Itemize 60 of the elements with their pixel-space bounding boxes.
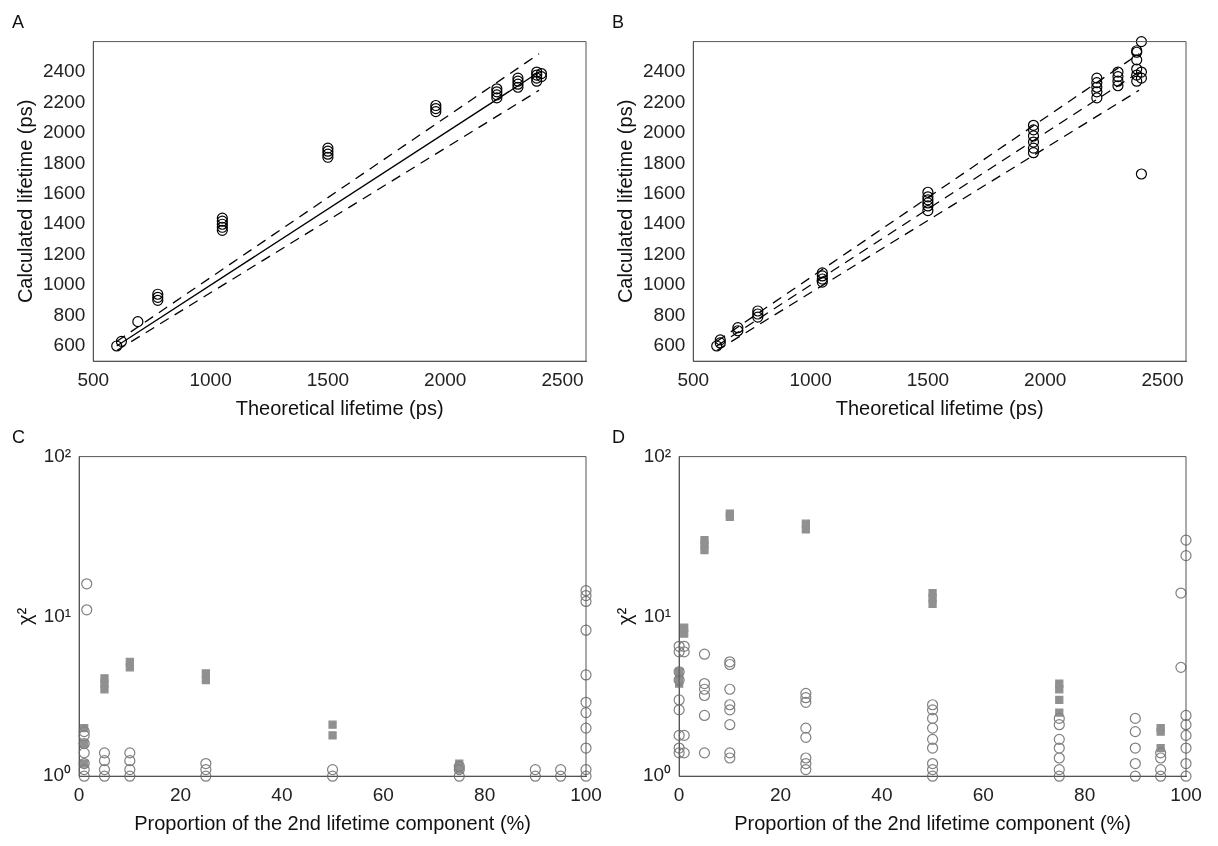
x-tick-label: 40 <box>871 783 893 805</box>
chart-title: D <box>612 426 625 447</box>
x-tick-label: 2000 <box>1024 368 1067 390</box>
x-tick-label: 60 <box>972 783 994 805</box>
x-tick-label: 80 <box>1074 783 1096 805</box>
x-tick-label: 0 <box>673 783 685 805</box>
y-tick-label: 2400 <box>42 60 86 82</box>
y-axis-title: χ² <box>13 607 36 625</box>
y-axis-title: χ² <box>613 607 636 625</box>
y-tick-label: 1400 <box>642 212 686 234</box>
y-tick-label: 2400 <box>642 60 686 82</box>
y-tick-label: 10⁰ <box>42 764 72 786</box>
y-tick-label: 10¹ <box>643 604 672 626</box>
x-tick-label: 40 <box>271 783 293 805</box>
x-tick-label: 60 <box>372 783 394 805</box>
y-tick-label: 1000 <box>42 273 86 295</box>
x-tick-label: 1000 <box>189 368 232 390</box>
y-tick-label: 10² <box>43 444 72 466</box>
y-tick-label: 1600 <box>42 182 86 204</box>
x-tick-label: 100 <box>1170 783 1202 805</box>
x-tick-label: 20 <box>769 783 792 805</box>
x-tick-label: 2000 <box>424 368 467 390</box>
y-tick-label: 2200 <box>42 90 86 112</box>
x-tick-label: 2500 <box>1141 368 1184 390</box>
x-tick-label: 500 <box>77 368 110 390</box>
y-tick-label: 600 <box>53 334 86 356</box>
y-tick-label: 1600 <box>642 182 686 204</box>
y-axis-title: Calculated lifetime (ps) <box>13 99 36 304</box>
x-tick-label: 1500 <box>906 368 950 390</box>
x-tick-label: 500 <box>677 368 710 390</box>
y-tick-label: 1200 <box>42 242 86 264</box>
x-axis-title: Theoretical lifetime (ps) <box>835 396 1044 419</box>
y-tick-label: 1200 <box>642 242 686 264</box>
y-tick-label: 1400 <box>42 212 86 234</box>
x-tick-label: 0 <box>73 783 85 805</box>
x-axis-title: Proportion of the 2nd lifetime component (%) <box>134 811 531 834</box>
y-tick-label: 1000 <box>642 273 686 295</box>
y-tick-label: 800 <box>53 303 86 325</box>
y-tick-label: 2000 <box>42 121 86 143</box>
x-axis-title: Theoretical lifetime (ps) <box>235 396 444 419</box>
x-tick-label: 80 <box>474 783 496 805</box>
y-tick-label: 10⁰ <box>642 764 672 786</box>
x-axis-title: Proportion of the 2nd lifetime component (%) <box>734 811 1131 834</box>
y-axis-title: Calculated lifetime (ps) <box>613 99 636 304</box>
chart-title: C <box>12 426 25 447</box>
y-tick-label: 1800 <box>42 151 86 173</box>
y-tick-label: 2200 <box>642 90 686 112</box>
y-tick-label: 1800 <box>642 151 686 173</box>
x-tick-label: 1000 <box>789 368 832 390</box>
x-tick-label: 100 <box>570 783 602 805</box>
y-tick-label: 600 <box>653 334 686 356</box>
x-tick-label: 20 <box>169 783 192 805</box>
chart-title: B <box>612 11 625 32</box>
y-tick-label: 800 <box>653 303 686 325</box>
y-tick-label: 10² <box>643 444 672 466</box>
x-tick-label: 1500 <box>306 368 350 390</box>
x-tick-label: 2500 <box>541 368 584 390</box>
y-tick-label: 2000 <box>642 121 686 143</box>
chart-title: A <box>12 11 25 32</box>
y-tick-label: 10¹ <box>43 604 72 626</box>
